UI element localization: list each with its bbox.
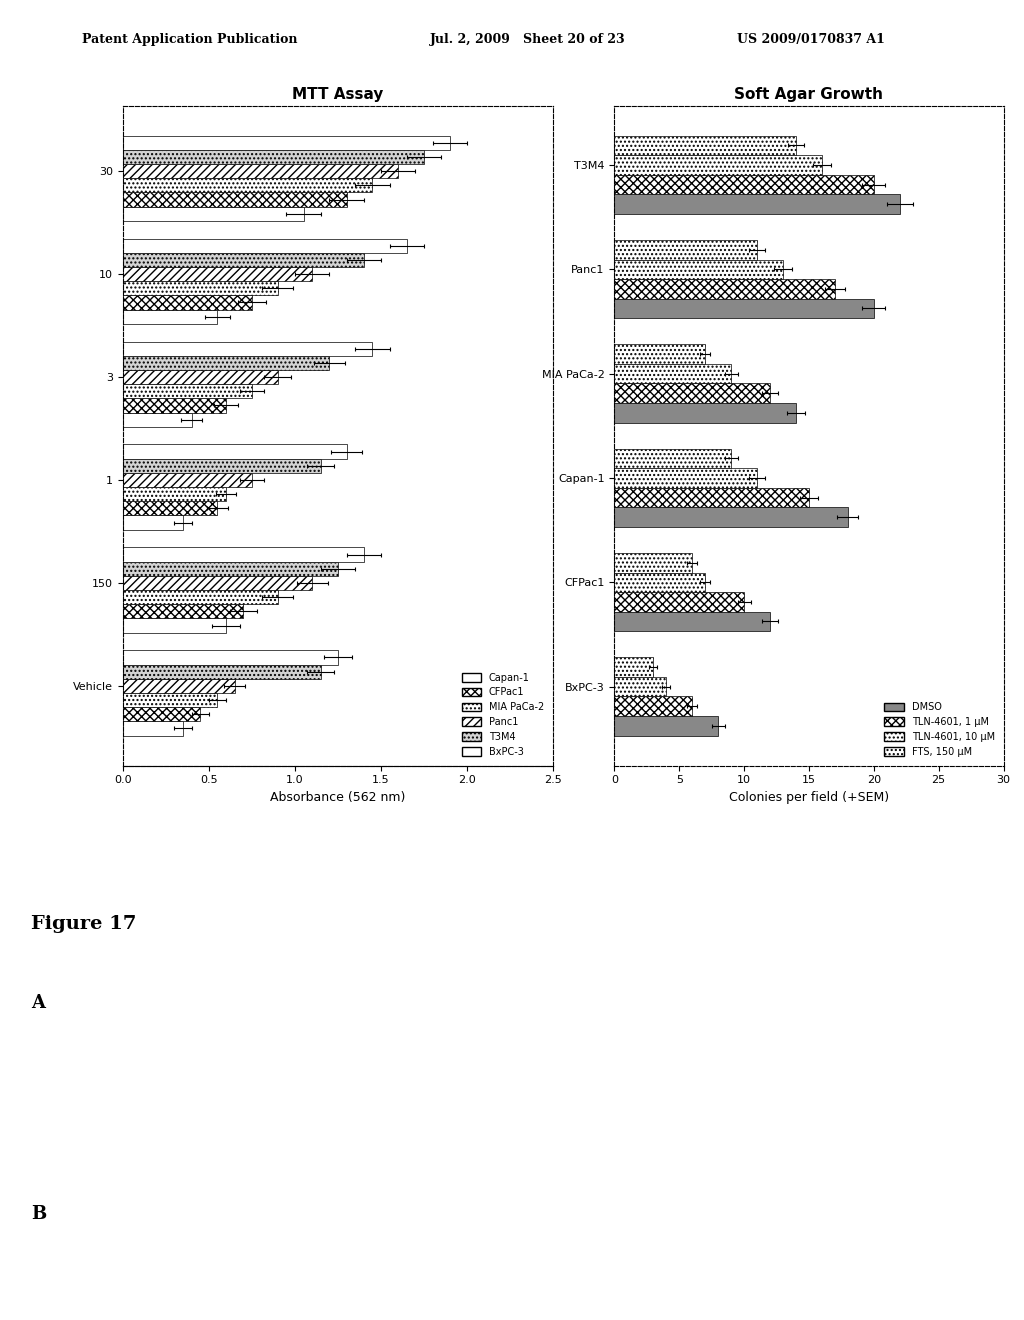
Bar [614,488,809,507]
Bar [614,553,692,573]
Bar [614,260,783,279]
Bar [123,561,338,576]
Bar [614,507,848,527]
Bar [123,590,278,605]
Bar [614,697,692,715]
Bar [614,383,770,403]
Bar [614,194,900,214]
Bar [614,345,706,364]
X-axis label: Absorbance (562 nm): Absorbance (562 nm) [270,791,406,804]
Bar [123,281,278,296]
Bar [123,516,183,529]
Bar [123,164,398,178]
Bar [123,252,364,267]
Bar [123,576,312,590]
Bar [123,149,424,164]
Bar [123,193,346,207]
Bar [614,469,757,488]
Bar [614,403,796,422]
Text: B: B [31,1205,46,1224]
Bar [123,678,234,693]
Bar [123,458,321,473]
Bar [614,657,653,677]
Bar [614,174,873,194]
Title: Soft Agar Growth: Soft Agar Growth [734,87,884,102]
Bar [614,156,822,174]
Bar [123,722,183,735]
Bar [123,296,252,310]
Bar [123,619,226,632]
Bar [614,279,835,298]
Bar [123,708,201,722]
Bar [123,651,338,664]
Bar [123,239,407,252]
Bar [614,298,873,318]
Legend: DMSO, TLN-4601, 1 μM, TLN-4601, 10 μM, FTS, 150 μM: DMSO, TLN-4601, 1 μM, TLN-4601, 10 μM, F… [881,698,998,760]
Bar [123,310,217,323]
Bar [123,445,346,458]
Bar [614,611,770,631]
Bar [123,548,364,561]
Bar [123,384,252,399]
Bar [123,693,217,708]
Bar [123,355,330,370]
Bar [123,342,373,355]
Bar [614,573,706,593]
Bar [123,487,226,502]
X-axis label: Colonies per field (+SEM): Colonies per field (+SEM) [729,791,889,804]
Bar [614,240,757,260]
Text: US 2009/0170837 A1: US 2009/0170837 A1 [737,33,885,46]
Bar [614,136,796,156]
Bar [123,664,321,678]
Bar [123,605,244,619]
Bar [614,715,718,735]
Text: Patent Application Publication: Patent Application Publication [82,33,297,46]
Bar [123,473,252,487]
Title: MTT Assay: MTT Assay [292,87,384,102]
Bar [123,207,303,220]
Bar [614,449,731,469]
Bar [614,593,744,611]
Bar [123,136,450,149]
Text: Figure 17: Figure 17 [31,915,136,933]
Bar [123,502,217,516]
Text: Jul. 2, 2009   Sheet 20 of 23: Jul. 2, 2009 Sheet 20 of 23 [430,33,626,46]
Bar [614,677,667,697]
Bar [123,413,191,426]
Bar [123,267,312,281]
Bar [123,178,373,193]
Text: A: A [31,994,45,1012]
Bar [123,370,278,384]
Legend: Capan-1, CFPac1, MIA PaCa-2, Panc1, T3M4, BxPC-3: Capan-1, CFPac1, MIA PaCa-2, Panc1, T3M4… [458,669,548,760]
Bar [123,399,226,413]
Bar [614,364,731,383]
